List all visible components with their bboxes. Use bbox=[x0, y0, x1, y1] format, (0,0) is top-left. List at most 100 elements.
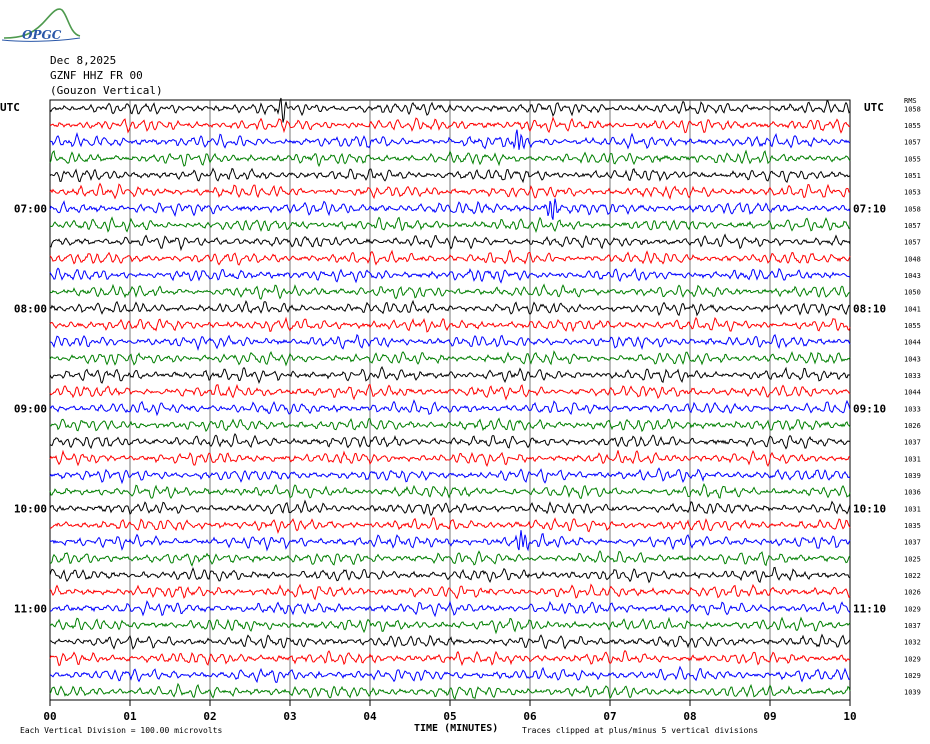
rms-value: 1037 bbox=[904, 622, 921, 630]
rms-value: 1022 bbox=[904, 572, 921, 580]
trace-row-4 bbox=[49, 167, 851, 184]
trace-row-17 bbox=[49, 383, 851, 401]
trace-row-28 bbox=[49, 566, 851, 584]
rms-value: 1058 bbox=[904, 205, 921, 213]
trace-row-29 bbox=[49, 583, 851, 601]
trace-row-32 bbox=[50, 633, 851, 650]
x-tick-label: 10 bbox=[843, 710, 856, 723]
rms-value: 1055 bbox=[904, 155, 921, 163]
rms-value: 1033 bbox=[904, 405, 921, 413]
trace-row-21 bbox=[49, 449, 851, 468]
trace-row-19 bbox=[49, 417, 851, 433]
rms-value: 1029 bbox=[904, 672, 921, 680]
trace-row-31 bbox=[49, 616, 851, 635]
trace-row-23 bbox=[49, 482, 851, 500]
rms-value: 1037 bbox=[904, 439, 921, 447]
rms-value: 1031 bbox=[904, 505, 921, 513]
rms-value: 1057 bbox=[904, 139, 921, 147]
rms-value: 1048 bbox=[904, 255, 921, 263]
trace-row-22 bbox=[49, 467, 851, 485]
x-tick-label: 08 bbox=[683, 710, 696, 723]
rms-value: 1032 bbox=[904, 639, 921, 647]
trace-row-30 bbox=[49, 600, 851, 618]
rms-header: RMS bbox=[904, 97, 917, 105]
right-time-label: 11:10 bbox=[853, 602, 886, 615]
opgc-logo-text: OPGC bbox=[22, 28, 62, 42]
trace-row-34 bbox=[49, 665, 851, 684]
trace-row-6 bbox=[49, 198, 851, 220]
right-time-label: 08:10 bbox=[853, 302, 886, 315]
rms-value: 1033 bbox=[904, 372, 921, 380]
trace-row-8 bbox=[49, 233, 851, 252]
trace-row-12 bbox=[49, 299, 851, 317]
left-time-label: 10:00 bbox=[14, 502, 47, 515]
left-time-label: 08:00 bbox=[14, 302, 47, 315]
trace-row-20 bbox=[49, 432, 851, 450]
trace-row-9 bbox=[49, 249, 851, 266]
right-time-label: 10:10 bbox=[853, 502, 886, 515]
trace-row-15 bbox=[49, 350, 851, 367]
x-tick-label: 02 bbox=[203, 710, 216, 723]
date-label: Dec 8,2025 bbox=[50, 54, 117, 67]
rms-value: 1029 bbox=[904, 655, 921, 663]
rms-value: 1058 bbox=[904, 105, 921, 113]
utc-right-label: UTC bbox=[864, 101, 884, 114]
rms-value: 1025 bbox=[904, 555, 921, 563]
utc-left-label: UTC bbox=[0, 101, 20, 114]
left-time-label: 09:00 bbox=[14, 402, 47, 415]
station-label: GZNF HHZ FR 00 bbox=[50, 69, 143, 82]
trace-row-16 bbox=[49, 366, 851, 384]
trace-row-14 bbox=[49, 333, 851, 352]
rms-value: 1039 bbox=[904, 689, 921, 697]
trace-row-24 bbox=[49, 499, 851, 517]
trace-row-18 bbox=[49, 399, 851, 417]
rms-value: 1051 bbox=[904, 172, 921, 180]
trace-row-33 bbox=[49, 649, 851, 667]
trace-row-11 bbox=[49, 283, 851, 300]
trace-row-25 bbox=[50, 517, 851, 535]
right-time-label: 09:10 bbox=[853, 402, 886, 415]
x-axis-title: TIME (MINUTES) bbox=[414, 723, 499, 734]
x-tick-label: 05 bbox=[443, 710, 456, 723]
right-time-label: 07:10 bbox=[853, 202, 886, 215]
rms-value: 1035 bbox=[904, 522, 921, 530]
rms-value: 1044 bbox=[904, 339, 921, 347]
trace-row-35 bbox=[49, 682, 851, 700]
rms-value: 1037 bbox=[904, 539, 921, 547]
rms-value: 1044 bbox=[904, 389, 921, 397]
rms-value: 1043 bbox=[904, 272, 921, 280]
clip-footnote: Traces clipped at plus/minus 5 vertical … bbox=[522, 726, 759, 735]
rms-value: 1057 bbox=[904, 222, 921, 230]
rms-value: 1043 bbox=[904, 355, 921, 363]
trace-row-27 bbox=[49, 550, 851, 567]
station-name-label: (Gouzon Vertical) bbox=[50, 84, 163, 97]
trace-row-7 bbox=[49, 216, 851, 233]
rms-value: 1039 bbox=[904, 472, 921, 480]
x-tick-label: 00 bbox=[43, 710, 56, 723]
opgc-logo bbox=[2, 8, 81, 42]
trace-row-26 bbox=[49, 530, 851, 552]
rms-value: 1031 bbox=[904, 455, 921, 463]
rms-value: 1041 bbox=[904, 305, 921, 313]
trace-row-1 bbox=[49, 116, 851, 134]
trace-row-0 bbox=[49, 97, 851, 123]
trace-row-3 bbox=[49, 149, 851, 168]
x-tick-label: 09 bbox=[763, 710, 776, 723]
scale-footnote: Each Vertical Division = 100.00 microvol… bbox=[20, 726, 223, 735]
rms-value: 1029 bbox=[904, 605, 921, 613]
rms-value: 1036 bbox=[904, 489, 921, 497]
trace-row-13 bbox=[49, 316, 851, 333]
trace-row-5 bbox=[49, 182, 851, 200]
x-tick-label: 04 bbox=[363, 710, 377, 723]
rms-value: 1026 bbox=[904, 422, 921, 430]
left-time-label: 07:00 bbox=[14, 202, 47, 215]
x-tick-label: 07 bbox=[603, 710, 616, 723]
rms-value: 1050 bbox=[904, 289, 921, 297]
x-tick-label: 03 bbox=[283, 710, 296, 723]
rms-value: 1057 bbox=[904, 239, 921, 247]
trace-row-2 bbox=[49, 129, 851, 150]
left-time-label: 11:00 bbox=[14, 602, 47, 615]
rms-value: 1053 bbox=[904, 189, 921, 197]
rms-value: 1055 bbox=[904, 322, 921, 330]
